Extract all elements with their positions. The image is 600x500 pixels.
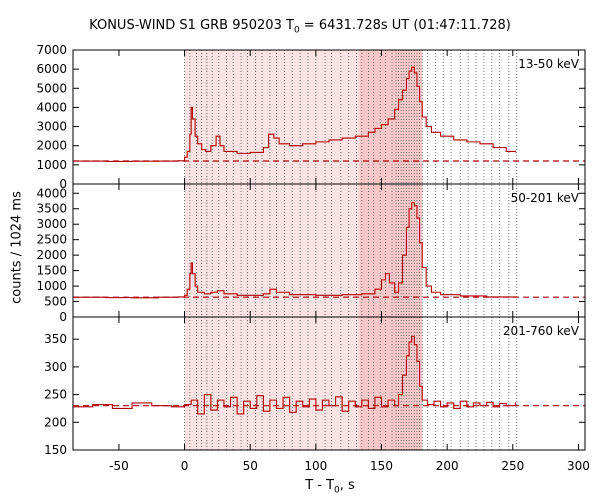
y-tick-label: 3500 (36, 202, 67, 216)
panel-frame (72, 316, 586, 451)
y-tick-label: 4000 (36, 186, 67, 200)
x-tick-label: 50 (243, 459, 258, 473)
y-tick-label: 200 (44, 415, 67, 429)
y-tick-label: 300 (44, 360, 67, 374)
panel-energy-label: 201-760 keV (503, 324, 580, 338)
y-tick-label: 3000 (36, 120, 67, 134)
y-tick-label: 3000 (36, 217, 67, 231)
shaded-interval-light (184, 50, 360, 450)
x-tick-label: 150 (370, 459, 393, 473)
y-tick-label: 350 (44, 332, 67, 346)
x-tick-label: 0 (181, 459, 189, 473)
lightcurve-series (73, 202, 516, 299)
panel-energy-label: 13-50 keV (518, 57, 580, 71)
y-tick-label: 5000 (36, 81, 67, 95)
x-tick-label: 300 (567, 459, 590, 473)
x-tick-label: 200 (436, 459, 459, 473)
y-tick-label: 6000 (36, 62, 67, 76)
y-tick-label: 2000 (36, 248, 67, 262)
y-tick-label: 1500 (36, 264, 67, 278)
lightcurve-series (73, 66, 516, 162)
y-tick-label: 7000 (36, 43, 67, 57)
x-tick-label: -50 (109, 459, 129, 473)
y-tick-label: 0 (59, 177, 67, 191)
y-tick-label: 1000 (36, 279, 67, 293)
chart-title: KONUS-WIND S1 GRB 950203 T0 = 6431.728s … (89, 18, 511, 36)
y-axis-label: counts / 1024 ms (9, 191, 25, 304)
y-tick-label: 2500 (36, 233, 67, 247)
y-tick-label: 250 (44, 388, 67, 402)
panel-energy-label: 50-201 keV (511, 191, 580, 205)
y-tick-label: 150 (44, 443, 67, 457)
y-tick-label: 0 (59, 310, 67, 324)
x-tick-label: 250 (501, 459, 524, 473)
lightcurve-series (73, 335, 516, 415)
y-tick-label: 2000 (36, 139, 67, 153)
y-tick-label: 500 (44, 295, 67, 309)
x-tick-label: 100 (304, 459, 327, 473)
y-tick-label: 1000 (36, 158, 67, 172)
x-axis-label: T - T0, s (305, 478, 355, 496)
y-tick-label: 4000 (36, 100, 67, 114)
